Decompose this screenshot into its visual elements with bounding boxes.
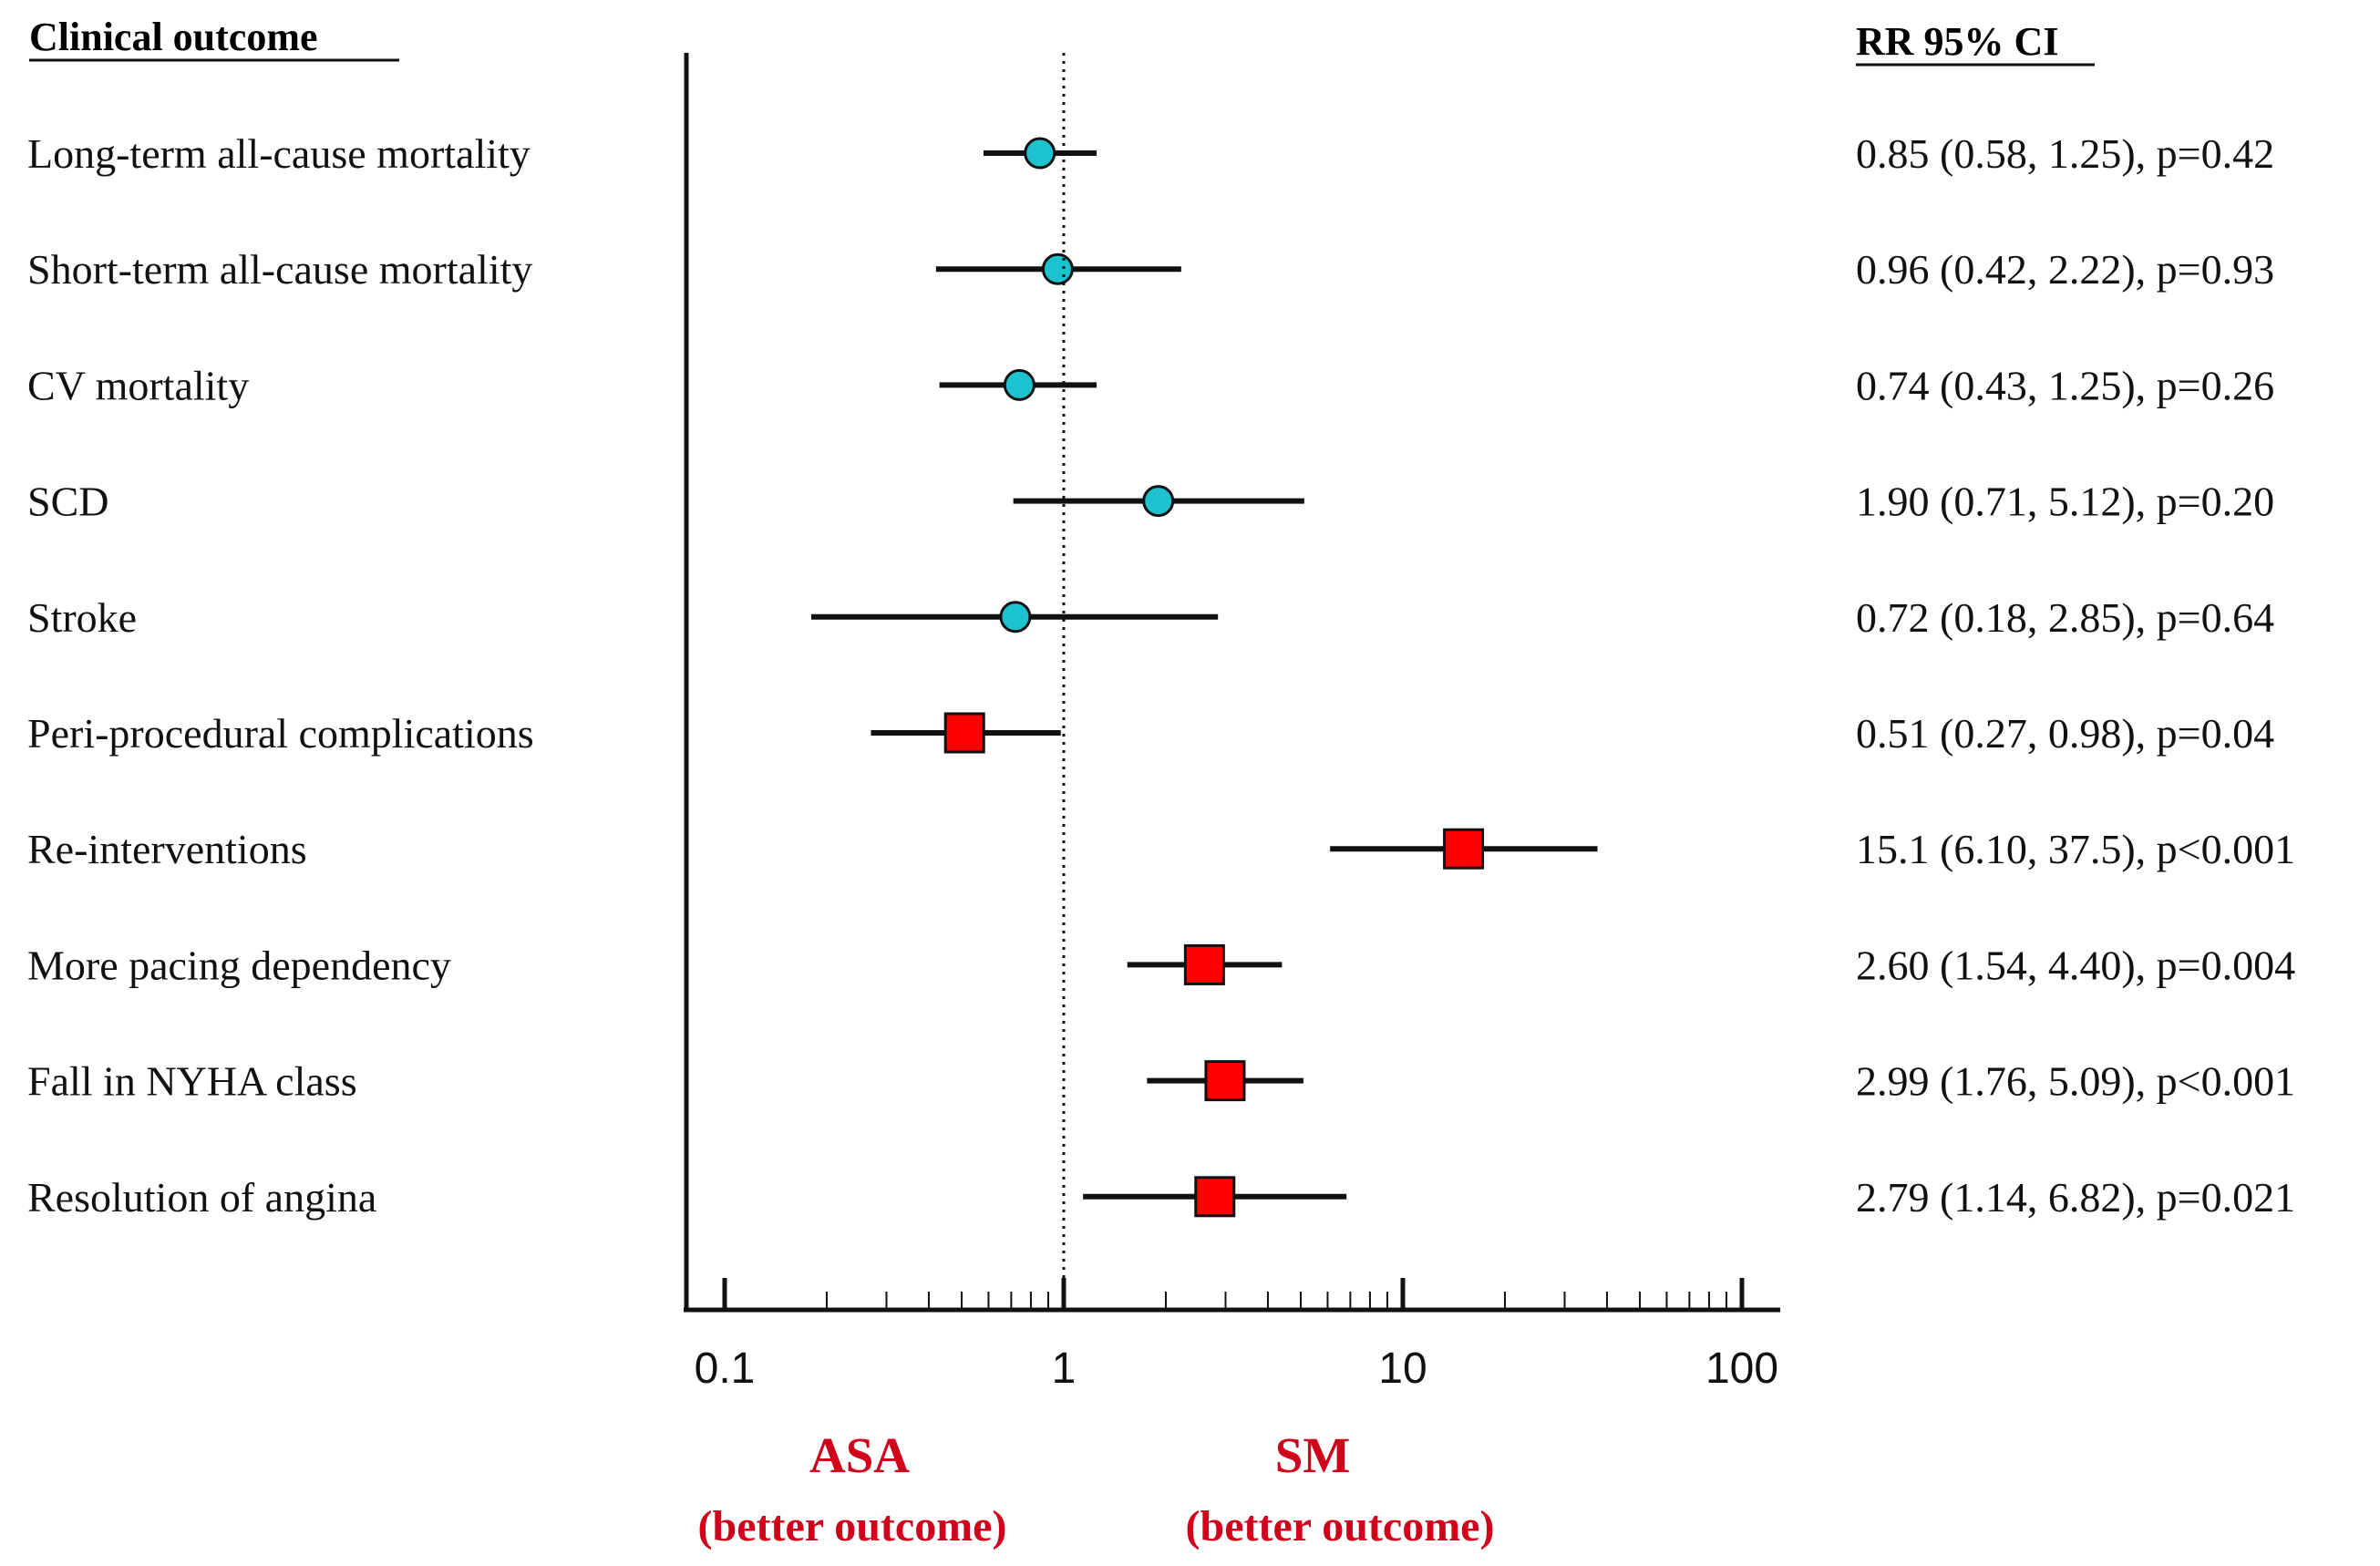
outcome-column-header: Clinical outcome bbox=[29, 15, 318, 59]
point-estimate-square bbox=[1204, 1060, 1246, 1102]
outcome-label: CV mortality bbox=[27, 362, 249, 408]
point-estimate-square bbox=[1443, 828, 1485, 870]
stats-column-header: RR 95% CI bbox=[1856, 19, 2058, 64]
outcome-rr-ci: 0.51 (0.27, 0.98), p=0.04 bbox=[1856, 710, 2274, 757]
point-estimate-circle bbox=[1003, 368, 1035, 401]
x-axis-ticks: 0.1 1 10 100 bbox=[695, 1278, 1778, 1393]
point-estimate-square bbox=[1183, 943, 1225, 985]
outcome-row: CV mortality 0.74 (0.43, 1.25), p=0.26 bbox=[27, 362, 2274, 408]
x-tick-label: 0.1 bbox=[695, 1344, 756, 1393]
point-estimate-circle bbox=[999, 601, 1032, 634]
favours-left-subtitle: (better outcome) bbox=[698, 1502, 1007, 1551]
point-estimate-circle bbox=[1041, 252, 1074, 285]
outcome-row: SCD 1.90 (0.71, 5.12), p=0.20 bbox=[27, 479, 2274, 525]
outcome-label: More pacing dependency bbox=[27, 942, 451, 988]
outcome-row: Short-term all-cause mortality 0.96 (0.42… bbox=[27, 246, 2274, 293]
outcome-label: Fall in NYHA class bbox=[27, 1058, 357, 1105]
outcome-row: Peri-procedural complications 0.51 (0.27,… bbox=[27, 710, 2274, 757]
favours-right-subtitle: (better outcome) bbox=[1186, 1502, 1495, 1551]
outcome-label: Short-term all-cause mortality bbox=[27, 246, 532, 293]
favours-right-title: SM bbox=[1275, 1427, 1351, 1483]
x-tick-label: 100 bbox=[1705, 1344, 1778, 1393]
favours-left-title: ASA bbox=[809, 1427, 910, 1483]
point-estimate-circle bbox=[1142, 485, 1175, 518]
outcome-label: Long-term all-cause mortality bbox=[27, 130, 531, 177]
outcome-rr-ci: 0.72 (0.18, 2.85), p=0.64 bbox=[1856, 594, 2274, 641]
outcome-label: Stroke bbox=[27, 594, 137, 641]
x-tick-label: 1 bbox=[1052, 1344, 1077, 1393]
point-estimate-square bbox=[943, 712, 985, 754]
outcome-rr-ci: 15.1 (6.10, 37.5), p<0.001 bbox=[1856, 826, 2295, 872]
outcome-rows: Long-term all-cause mortality 0.85 (0.58,… bbox=[27, 130, 2295, 1221]
outcome-label: SCD bbox=[27, 479, 108, 525]
outcome-row: Long-term all-cause mortality 0.85 (0.58,… bbox=[27, 130, 2274, 177]
outcome-label: Re-interventions bbox=[27, 826, 307, 872]
outcome-rr-ci: 2.99 (1.76, 5.09), p<0.001 bbox=[1856, 1058, 2295, 1105]
outcome-rr-ci: 1.90 (0.71, 5.12), p=0.20 bbox=[1856, 479, 2274, 525]
outcome-rr-ci: 0.96 (0.42, 2.22), p=0.93 bbox=[1856, 246, 2274, 293]
outcome-row: More pacing dependency 2.60 (1.54, 4.40),… bbox=[27, 942, 2295, 988]
outcome-rr-ci: 0.85 (0.58, 1.25), p=0.42 bbox=[1856, 130, 2274, 177]
outcome-rr-ci: 0.74 (0.43, 1.25), p=0.26 bbox=[1856, 362, 2274, 408]
outcome-row: Re-interventions 15.1 (6.10, 37.5), p<0.0… bbox=[27, 826, 2295, 872]
x-tick-label: 10 bbox=[1378, 1344, 1427, 1393]
outcome-label: Peri-procedural complications bbox=[27, 710, 534, 757]
outcome-row: Resolution of angina 2.79 (1.14, 6.82), p… bbox=[27, 1174, 2295, 1221]
point-estimate-square bbox=[1194, 1176, 1236, 1218]
point-estimate-circle bbox=[1024, 137, 1056, 170]
outcome-row: Stroke 0.72 (0.18, 2.85), p=0.64 bbox=[27, 594, 2274, 641]
outcome-rr-ci: 2.79 (1.14, 6.82), p=0.021 bbox=[1856, 1174, 2295, 1221]
outcome-row: Fall in NYHA class 2.99 (1.76, 5.09), p<0… bbox=[27, 1058, 2295, 1105]
outcome-label: Resolution of angina bbox=[27, 1174, 376, 1221]
outcome-rr-ci: 2.60 (1.54, 4.40), p=0.004 bbox=[1856, 942, 2295, 988]
